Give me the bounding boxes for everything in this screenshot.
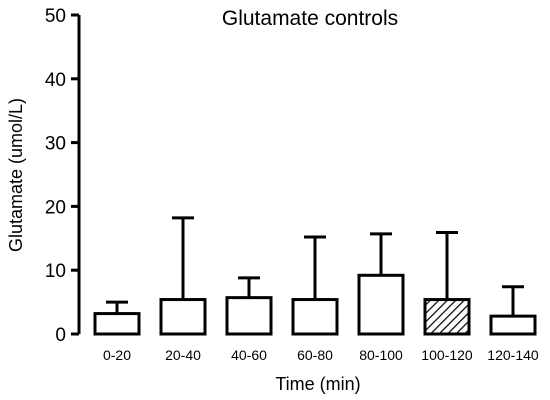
bar-group xyxy=(357,232,405,336)
x-tick-label: 0-20 xyxy=(103,347,131,363)
y-tick-label: 10 xyxy=(45,261,66,282)
bar xyxy=(93,312,141,336)
y-tick-label: 30 xyxy=(45,134,66,155)
bar-group xyxy=(159,216,207,336)
x-tick-labels: 0-20 20-40 40-60 60-80 80-100 100-120 120-140 xyxy=(103,347,539,363)
y-axis-label: Glutamate (umol/L) xyxy=(6,98,26,252)
y-tick-label: 50 xyxy=(45,6,66,27)
x-tick-label: 100-120 xyxy=(421,347,473,363)
y-tick-label: 20 xyxy=(45,197,66,218)
bars-group xyxy=(93,216,537,336)
bar xyxy=(225,296,273,336)
bar-group xyxy=(225,276,273,336)
x-tick-label: 20-40 xyxy=(165,347,201,363)
x-tick-label: 60-80 xyxy=(297,347,333,363)
y-tick-label: 40 xyxy=(45,70,66,91)
bar xyxy=(159,298,207,336)
bar xyxy=(489,314,537,336)
chart-title: Glutamate controls xyxy=(222,7,398,30)
bar-group xyxy=(291,235,339,336)
bar xyxy=(291,298,339,336)
x-tick-label: 80-100 xyxy=(359,347,403,363)
bar-group xyxy=(489,285,537,336)
bar xyxy=(357,273,405,336)
y-axis: 0 10 20 30 40 50 xyxy=(45,6,81,346)
bar-group xyxy=(93,300,141,336)
x-axis-label: Time (min) xyxy=(275,374,360,394)
x-tick-label: 120-140 xyxy=(487,347,539,363)
bar xyxy=(423,298,471,336)
y-tick-label: 0 xyxy=(55,325,66,346)
x-tick-label: 40-60 xyxy=(231,347,267,363)
bar-group xyxy=(423,231,471,336)
